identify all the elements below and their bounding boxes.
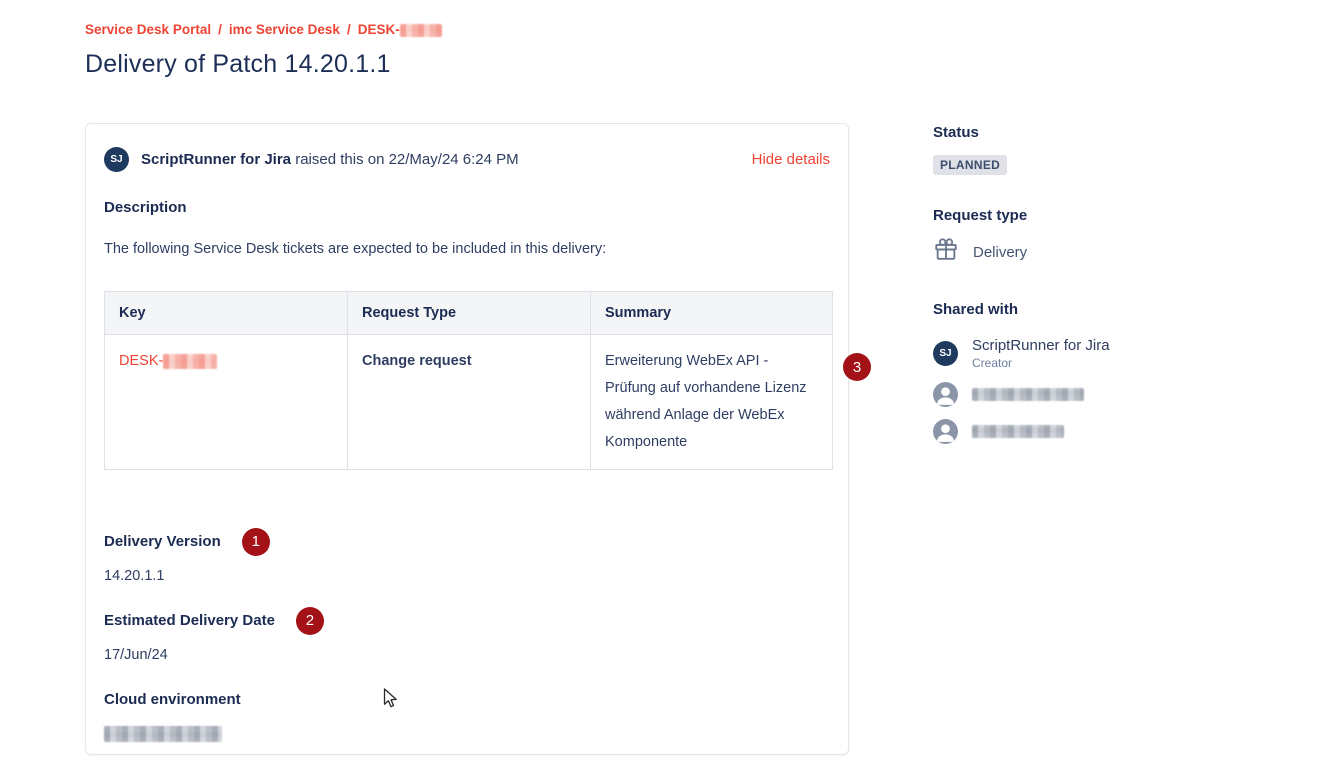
field-label: Estimated Delivery Date [104,612,275,629]
person-name: ScriptRunner for Jira [972,337,1110,354]
column-header-summary: Summary [590,291,833,335]
reporter-avatar: SJ [104,147,129,172]
field-label: Cloud environment [104,691,241,708]
reporter-name: ScriptRunner for Jira [141,151,292,168]
annotation-badge-2: 2 [295,606,324,635]
breadcrumb-link-imc-service-desk[interactable]: imc Service Desk [228,22,340,37]
field-estimated-delivery-date: Estimated Delivery Date 2 17/Jun/24 [104,606,830,663]
gift-icon [933,237,959,268]
breadcrumb-link-current-ticket[interactable]: DESK- [358,22,442,37]
person-icon [933,419,958,444]
shared-with-heading: Shared with [933,301,1019,318]
field-delivery-version: Delivery Version 1 14.20.1.1 [104,527,830,584]
cell-summary: Erweiterung WebEx API - Prüfung auf vorh… [590,334,833,470]
table-row: DESK- Change request Erweiterung WebEx A… [104,334,833,470]
list-item-creator: SJ ScriptRunner for Jira Creator [933,337,1143,370]
breadcrumb-separator: / [218,22,222,37]
request-type-row: Delivery [933,237,1143,268]
redacted-ticket-number [163,353,218,369]
redacted-cloud-environment [104,726,222,743]
field-cloud-environment: Cloud environment [104,685,830,743]
hide-details-link[interactable]: Hide details [751,151,830,168]
ticket-key-link[interactable]: DESK- [119,353,218,369]
request-header: SJ ScriptRunner for Jira raised this on … [104,147,830,172]
request-type-value: Delivery [973,244,1028,261]
cell-request-type: Change request [347,334,591,470]
breadcrumb-link-portal[interactable]: Service Desk Portal [85,22,212,37]
breadcrumb-separator: / [346,22,351,37]
redacted-person-name [972,388,1084,401]
field-label: Delivery Version [104,533,221,550]
custom-fields: Delivery Version 1 14.20.1.1 Estimated D… [104,527,830,743]
creator-avatar: SJ [933,341,958,366]
shared-with-list: SJ ScriptRunner for Jira Creator [933,337,1143,444]
column-header-key: Key [104,291,348,335]
person-role: Creator [972,356,1013,370]
ticket-key-prefix: DESK- [357,22,400,37]
table-header-row: Key Request Type Summary [104,291,833,335]
details-sidebar: Status PLANNED Request type Delivery Sha… [933,124,1143,444]
cell-key: DESK- [104,334,348,470]
page-title: Delivery of Patch 14.20.1.1 [85,50,391,78]
list-item-shared-user [933,382,1143,407]
raised-by-text: ScriptRunner for Jira raised this on 22/… [141,151,519,168]
column-header-request-type: Request Type [347,291,591,335]
description-intro: The following Service Desk tickets are e… [104,241,607,257]
field-value-redacted [104,726,830,743]
redacted-ticket-number [399,23,442,37]
status-badge: PLANNED [933,155,1008,175]
request-type-heading: Request type [933,207,1028,224]
list-item-shared-user [933,419,1143,444]
request-details-card: SJ ScriptRunner for Jira raised this on … [85,123,849,755]
field-value: 14.20.1.1 [104,568,165,584]
redacted-person-name [972,425,1064,438]
person-icon [933,382,958,407]
annotation-badge-3: 3 [843,353,871,381]
breadcrumb: Service Desk Portal / imc Service Desk /… [85,22,442,37]
field-value: 17/Jun/24 [104,647,168,663]
status-heading: Status [933,124,979,141]
annotation-badge-1: 1 [241,527,270,556]
included-tickets-table: Key Request Type Summary DESK- Change re… [104,291,833,470]
description-heading: Description [104,199,187,216]
